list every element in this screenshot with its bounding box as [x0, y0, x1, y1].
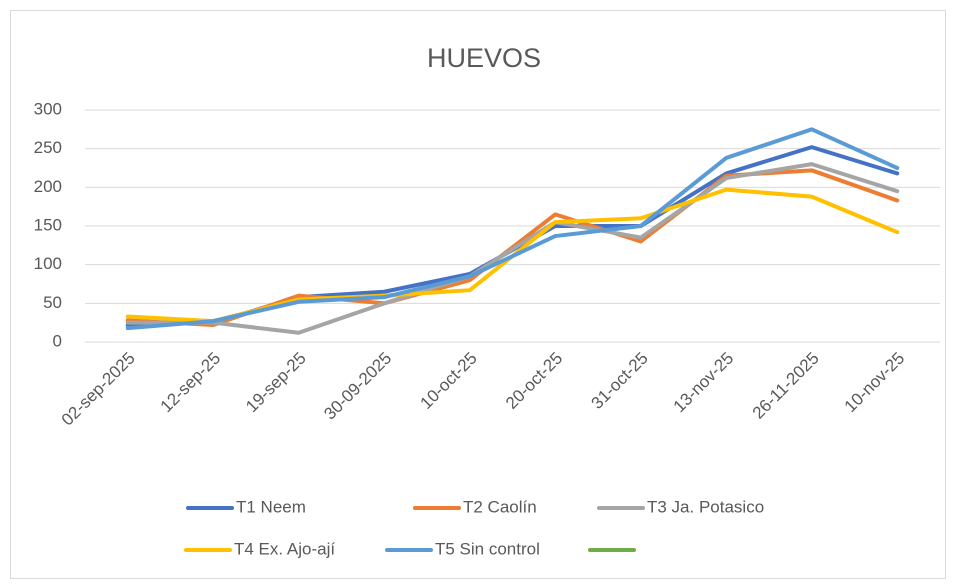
y-tick-label: 300: [34, 99, 62, 118]
y-tick-label: 50: [43, 293, 62, 312]
legend-label: T3 Ja. Potasico: [647, 497, 764, 516]
series-line: [125, 127, 900, 331]
y-tick-label: 150: [34, 215, 62, 234]
legend-label: T5 Sin control: [435, 539, 540, 558]
chart-border: [10, 10, 946, 579]
legend-label: T2 Caolín: [463, 497, 537, 516]
legend-label: T1 Neem: [236, 497, 306, 516]
y-tick-label: 100: [34, 254, 62, 273]
chart-title: HUEVOS: [427, 43, 541, 73]
y-tick-label: 250: [34, 138, 62, 157]
y-tick-label: 0: [53, 331, 62, 350]
series-line: [125, 162, 900, 335]
legend-label: T4 Ex. Ajo-ají: [234, 539, 335, 558]
y-tick-label: 200: [34, 177, 62, 196]
